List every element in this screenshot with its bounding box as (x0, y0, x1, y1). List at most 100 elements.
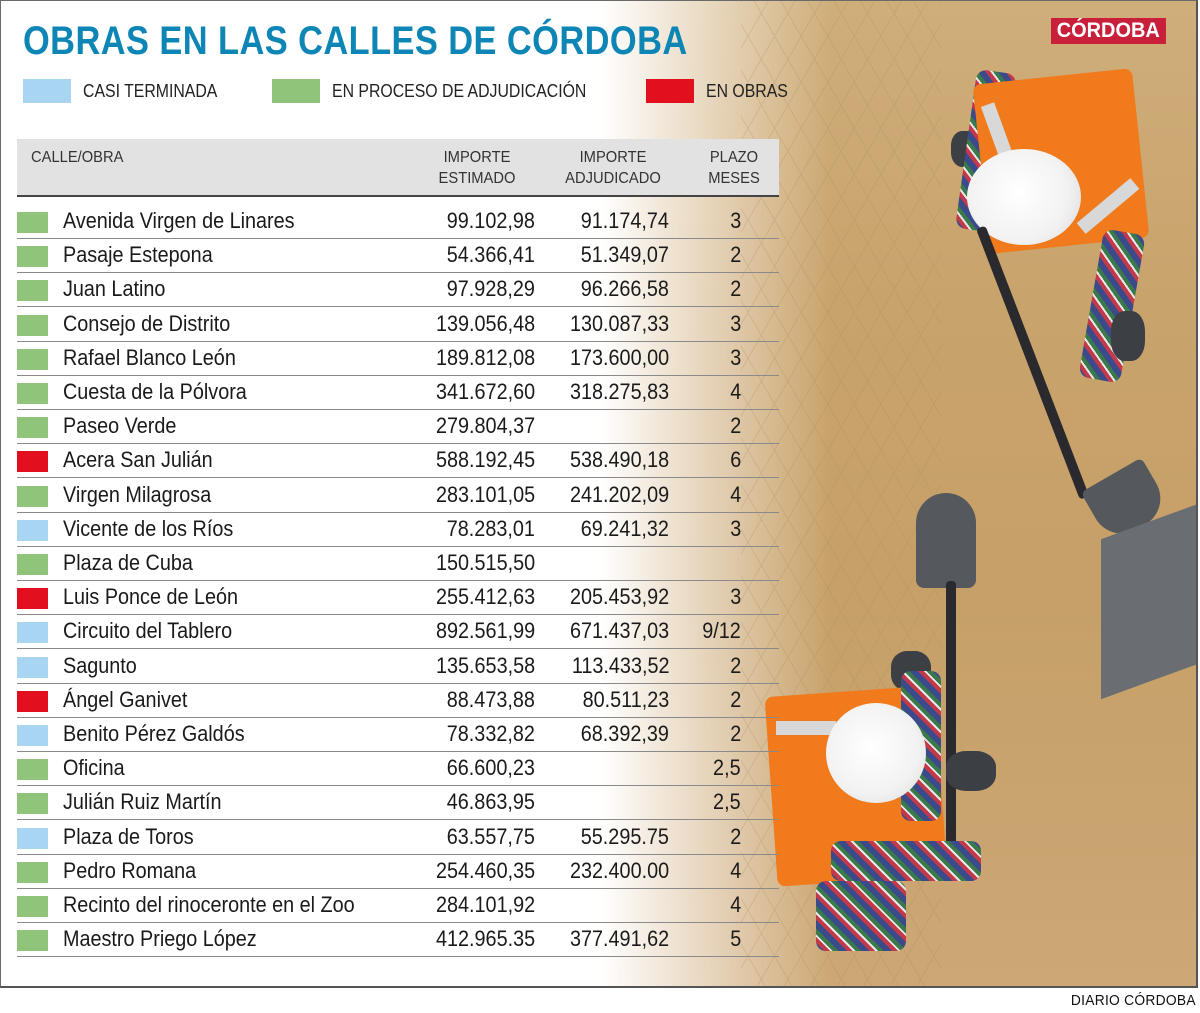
legend-label: EN OBRAS (706, 80, 788, 101)
boot-icon (946, 751, 996, 791)
header-plazo-line1: PLAZO (709, 149, 759, 166)
street-name: Plaza de Toros (63, 823, 194, 849)
importe-estimado: 412.965.35 (435, 926, 535, 952)
importe-estimado: 63.557,75 (446, 823, 535, 849)
plazo-meses: 2 (729, 721, 741, 746)
status-swatch (17, 348, 48, 370)
table-row: Cuesta de la Pólvora 341.672,60 318.275,… (17, 375, 779, 410)
shovel-handle (946, 581, 956, 871)
status-swatch (17, 827, 48, 849)
importe-adjudicado: 130.087,33 (569, 310, 669, 336)
importe-estimado: 135.653,58 (435, 652, 535, 678)
plazo-meses: 3 (729, 310, 741, 336)
plazo-meses: 6 (729, 447, 741, 473)
street-name: Virgen Milagrosa (63, 481, 212, 507)
header-estimado-line2: ESTIMADO (438, 170, 516, 187)
boot-icon (1111, 311, 1145, 361)
table-row: Paseo Verde 279.804,37 2 (17, 409, 779, 445)
importe-estimado: 189.812,08 (435, 344, 535, 370)
header-plazo-line2: MESES (708, 170, 760, 187)
plazo-meses: 2,5 (713, 789, 741, 815)
street-name: Benito Pérez Galdós (63, 721, 245, 746)
status-swatch (17, 554, 48, 575)
status-swatch (17, 451, 48, 473)
status-swatch (17, 930, 48, 952)
importe-estimado: 97.928,29 (446, 276, 535, 302)
status-swatch (17, 246, 48, 268)
street-name: Plaza de Cuba (63, 550, 193, 575)
swatch-en-proceso (272, 79, 320, 103)
hard-hat-icon (826, 703, 926, 803)
status-swatch (17, 280, 48, 302)
plazo-meses: 2 (729, 652, 741, 678)
importe-estimado: 283.101,05 (435, 481, 535, 507)
importe-adjudicado: 69.241,32 (580, 515, 669, 541)
street-name: Avenida Virgen de Linares (63, 208, 295, 233)
importe-estimado: 588.192,45 (435, 447, 535, 473)
plazo-meses: 2,5 (713, 755, 741, 781)
legend-item-casi-terminada: CASI TERMINADA (23, 79, 236, 103)
plazo-meses: 2 (729, 276, 741, 302)
street-name: Acera San Julián (63, 447, 213, 473)
legend-label: EN PROCESO DE ADJUDICACIÓN (332, 80, 587, 101)
swatch-casi-terminada (23, 79, 71, 103)
status-swatch (17, 485, 48, 507)
reflective-stripe (776, 721, 836, 735)
importe-estimado: 88.473,88 (446, 686, 535, 712)
table-row: Maestro Priego López 412.965.35 377.491,… (17, 922, 779, 958)
header-plazo: PLAZO MESES (702, 147, 766, 189)
table-row: Plaza de Toros 63.557,75 55.295.75 2 (17, 820, 779, 855)
importe-estimado: 99.102,98 (446, 208, 535, 233)
importe-estimado: 284.101,92 (435, 892, 535, 917)
table-row: Julián Ruiz Martín 46.863,95 2,5 (17, 785, 779, 821)
importe-adjudicado: 377.491,62 (569, 926, 669, 952)
table-row: Rafael Blanco León 189.812,08 173.600,00… (17, 341, 779, 376)
arm-icon (816, 881, 906, 951)
credit-text: DIARIO CÓRDOBA (1070, 992, 1196, 1009)
page-title: OBRAS EN LAS CALLES DE CÓRDOBA (23, 19, 688, 63)
street-name: Oficina (63, 755, 125, 781)
street-name: Pedro Romana (63, 857, 197, 883)
table-row: Pasaje Estepona 54.366,41 51.349,07 2 (17, 238, 779, 274)
infographic-frame: OBRAS EN LAS CALLES DE CÓRDOBA CÓRDOBA C… (0, 0, 1198, 988)
plazo-meses: 3 (729, 515, 741, 541)
table-row: Plaza de Cuba 150.515,50 (17, 546, 779, 581)
plazo-meses: 2 (729, 242, 741, 268)
plazo-meses: 3 (729, 584, 741, 610)
street-name: Cuesta de la Pólvora (63, 379, 247, 404)
importe-estimado: 66.600,23 (446, 755, 535, 781)
legend-item-en-obras: EN OBRAS (646, 79, 799, 103)
header-estimado-line1: IMPORTE (443, 149, 511, 166)
street-name: Paseo Verde (63, 413, 177, 439)
table-row: Avenida Virgen de Linares 99.102,98 91.1… (17, 204, 779, 239)
importe-estimado: 255.412,63 (435, 584, 535, 610)
plazo-meses: 2 (729, 686, 741, 712)
importe-adjudicado: 91.174,74 (580, 208, 669, 233)
importe-adjudicado: 80.511,23 (582, 686, 669, 712)
plazo-meses: 4 (729, 857, 741, 883)
status-swatch (17, 690, 48, 712)
table-row: Pedro Romana 254.460,35 232.400.00 4 (17, 854, 779, 889)
status-swatch (17, 656, 48, 678)
plazo-meses: 5 (729, 926, 741, 952)
importe-estimado: 78.332,82 (446, 721, 535, 746)
shovel-handle (976, 225, 1090, 500)
header-adjudicado: IMPORTE ADJUDICADO (558, 147, 668, 189)
importe-estimado: 46.863,95 (446, 789, 535, 815)
importe-adjudicado: 96.266,58 (580, 276, 669, 302)
importe-estimado: 150.515,50 (435, 550, 535, 575)
importe-adjudicado: 205.453,92 (569, 584, 669, 610)
legend-item-en-proceso: EN PROCESO DE ADJUDICACIÓN (272, 79, 621, 103)
plazo-meses: 3 (729, 344, 741, 370)
status-swatch (17, 896, 48, 917)
status-swatch (17, 588, 48, 610)
table-row: Oficina 66.600,23 2,5 (17, 751, 779, 787)
table-row: Vicente de los Ríos 78.283,01 69.241,32 … (17, 512, 779, 547)
importe-adjudicado: 671.437,03 (569, 618, 669, 644)
status-swatch (17, 861, 48, 883)
importe-adjudicado: 241.202,09 (569, 481, 669, 507)
plazo-meses: 4 (729, 379, 741, 404)
workers-photo (601, 1, 1196, 986)
header-calle: CALLE/OBRA (31, 149, 124, 166)
importe-adjudicado: 68.392,39 (580, 721, 669, 746)
